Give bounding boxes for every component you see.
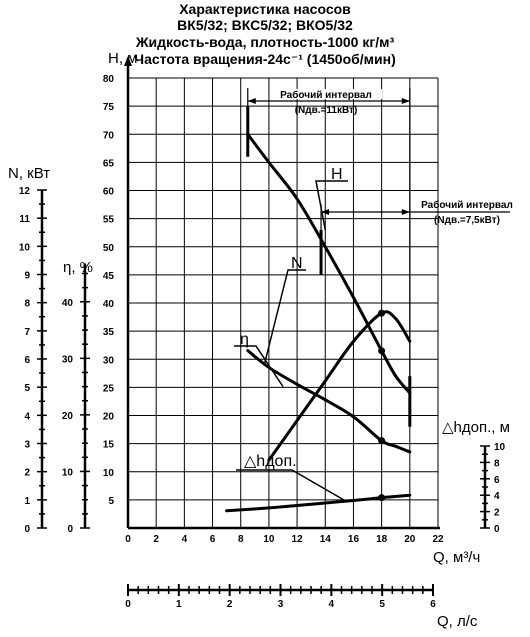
- power-tick-label: 7: [24, 327, 30, 338]
- efficiency-tick-label: 30: [62, 354, 74, 365]
- npsh-tick-label: 0: [494, 524, 500, 535]
- flow-tick-label: 0: [125, 534, 131, 545]
- flow-tick-label: 20: [404, 534, 416, 545]
- flow-ls-tick-label: 6: [430, 599, 436, 610]
- leader-line-power: [263, 269, 306, 364]
- flow-tick-label: 16: [348, 534, 360, 545]
- head-tick-label: 30: [103, 355, 115, 366]
- efficiency-axis-label: η, %: [63, 259, 93, 276]
- npsh-axis-label: △hдоп., м: [442, 419, 510, 436]
- flow-ls-tick-label: 0: [125, 599, 131, 610]
- flow-ls-tick-label: 3: [278, 599, 284, 610]
- efficiency-tick-label: 20: [62, 411, 74, 422]
- npsh-tick-label: 10: [494, 442, 506, 453]
- power-tick-label: 6: [24, 355, 30, 366]
- head-tick-label: 50: [103, 243, 115, 254]
- series-curve: [267, 310, 412, 462]
- npsh-tick-label: 2: [494, 508, 500, 519]
- head-tick-label: 20: [103, 412, 115, 423]
- interval-sublabel-7-5kw: (Nдв.=7,5кВт): [434, 215, 500, 226]
- flow-tick-label: 14: [320, 534, 332, 545]
- npsh-tick-label: 4: [494, 491, 500, 502]
- head-tick-label: 45: [103, 271, 115, 282]
- power-tick-label: 9: [24, 271, 30, 282]
- flow-tick-label: 12: [292, 534, 304, 545]
- head-axis-arrow: [124, 56, 132, 66]
- flow-ls-axis-label: Q, л/с: [437, 613, 478, 630]
- head-axis-label: H, м: [108, 50, 137, 67]
- power-tick-label: 3: [24, 440, 30, 451]
- operating-point-marker: [378, 309, 386, 317]
- efficiency-tick-label: 0: [67, 524, 73, 535]
- power-tick-label: 10: [19, 242, 31, 253]
- power-axis-label: N, кВт: [8, 165, 50, 182]
- series-curve: [246, 132, 412, 395]
- flow-tick-label: 10: [263, 534, 275, 545]
- head-tick-label: 10: [103, 468, 115, 479]
- head-tick-label: 80: [103, 74, 115, 85]
- curve-label-head: H: [331, 166, 343, 183]
- flow-tick-label: 22: [432, 534, 444, 545]
- flow-tick-label: 18: [376, 534, 388, 545]
- flow-tick-label: 8: [238, 534, 244, 545]
- head-tick-label: 40: [103, 299, 115, 310]
- flow-tick-label: 4: [182, 534, 188, 545]
- head-tick-label: 55: [103, 215, 115, 226]
- head-tick-label: 65: [103, 158, 115, 169]
- head-tick-label: 70: [103, 130, 115, 141]
- flow-ls-tick-label: 2: [227, 599, 233, 610]
- operating-point-marker: [378, 347, 386, 355]
- flow-tick-label: 2: [153, 534, 159, 545]
- power-tick-label: 2: [24, 468, 30, 479]
- power-tick-label: 8: [24, 299, 30, 310]
- power-tick-label: 11: [19, 214, 30, 225]
- leader-line-head: [315, 180, 348, 231]
- operating-point-marker: [378, 494, 386, 502]
- efficiency-tick-label: 10: [62, 467, 74, 478]
- operating-point-marker: [378, 437, 386, 445]
- power-tick-label: 12: [19, 186, 31, 197]
- power-tick-label: 5: [24, 383, 30, 394]
- flow-ls-tick-label: 4: [329, 599, 335, 610]
- leader-line-npsh: [236, 469, 347, 502]
- flow-ls-tick-label: 5: [379, 599, 385, 610]
- curve-label-npsh: △hдоп.: [244, 453, 297, 470]
- head-tick-label: 75: [103, 102, 115, 113]
- chart-title-line-2: ВК5/32; ВКС5/32; ВКО5/32: [177, 17, 353, 33]
- head-tick-label: 5: [108, 496, 114, 507]
- leader-line-efficiency: [234, 345, 284, 388]
- series-curve: [246, 349, 412, 454]
- power-tick-label: 4: [24, 411, 30, 422]
- chart-title-line-1: Характеристика насосов: [179, 1, 351, 17]
- npsh-tick-label: 8: [494, 458, 500, 469]
- flow-axis-label: Q, м³/ч: [433, 549, 480, 566]
- chart-title-line-4: Частота вращения-24с⁻¹ (1450об/мин): [134, 51, 396, 67]
- efficiency-tick-label: 40: [62, 298, 74, 309]
- flow-ls-tick-label: 1: [176, 599, 182, 610]
- chart-title-line-3: Жидкость-вода, плотность-1000 кг/м³: [135, 34, 395, 50]
- power-tick-label: 1: [24, 496, 30, 507]
- head-tick-label: 35: [103, 327, 115, 338]
- curve-label-efficiency: η: [240, 331, 249, 348]
- head-tick-label: 25: [103, 383, 115, 394]
- npsh-tick-label: 6: [494, 475, 500, 486]
- interval-sublabel-11kw: (Nдв.=11кВт): [295, 105, 358, 116]
- flow-tick-label: 6: [210, 534, 216, 545]
- curve-label-power: N: [291, 255, 303, 272]
- head-tick-label: 60: [103, 187, 115, 198]
- interval-label-7-5kw: Рабочий интервал: [421, 199, 513, 211]
- head-tick-label: 15: [103, 440, 115, 451]
- interval-label-11kw: Рабочий интервал: [280, 89, 372, 101]
- interval-label-background: [270, 89, 382, 99]
- power-tick-label: 0: [24, 524, 30, 535]
